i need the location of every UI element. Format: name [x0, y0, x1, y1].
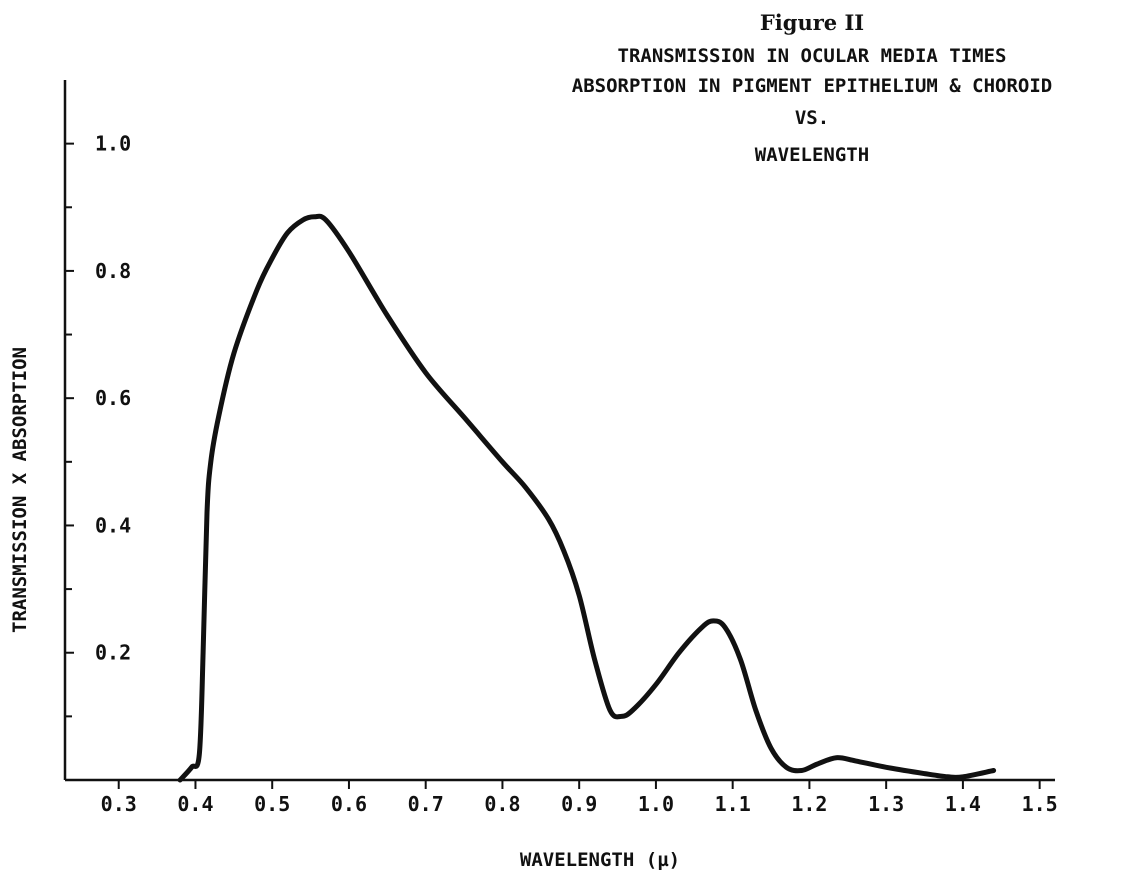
y-tick-label: 0.4: [95, 513, 131, 537]
y-tick-label: 1.0: [95, 132, 131, 156]
x-tick-label: 0.8: [484, 792, 520, 816]
x-tick-label: 0.5: [254, 792, 290, 816]
x-tick-label: 0.4: [177, 792, 213, 816]
title-line-2: ABSORPTION IN PIGMENT EPITHELIUM & CHORO…: [572, 75, 1052, 97]
y-tick-label: 0.6: [95, 386, 131, 410]
chart-title: Figure II TRANSMISSION IN OCULAR MEDIA T…: [572, 10, 1052, 166]
y-axis-ticks: 0.2 0.4 0.6 0.8 1.0: [65, 132, 131, 718]
x-tick-label: 1.4: [945, 792, 981, 816]
y-tick-label: 0.2: [95, 641, 131, 665]
title-line-1: TRANSMISSION IN OCULAR MEDIA TIMES: [618, 45, 1007, 67]
x-axis-label: WAVELENGTH (µ): [520, 849, 680, 871]
x-tick-label: 1.3: [868, 792, 904, 816]
title-line-3: VS.: [795, 107, 829, 129]
x-tick-label: 0.9: [561, 792, 597, 816]
data-series-line: [177, 213, 997, 783]
x-tick-label: 1.0: [638, 792, 674, 816]
title-line-4: WAVELENGTH: [755, 144, 869, 166]
x-tick-label: 1.1: [715, 792, 751, 816]
x-axis-ticks: 0.3 0.4 0.5 0.6 0.7 0.8 0.9 1.0 1.1 1.2 1.3 1.4 1.5: [101, 780, 1058, 816]
x-tick-label: 1.2: [791, 792, 827, 816]
y-tick-label: 0.8: [95, 259, 131, 283]
figure-label: Figure II: [760, 10, 864, 35]
x-tick-label: 1.5: [1022, 792, 1058, 816]
x-tick-label: 0.6: [331, 792, 367, 816]
x-tick-label: 0.7: [408, 792, 444, 816]
y-axis-label: TRANSMISSION X ABSORPTION: [9, 347, 31, 633]
x-tick-label: 0.3: [101, 792, 137, 816]
